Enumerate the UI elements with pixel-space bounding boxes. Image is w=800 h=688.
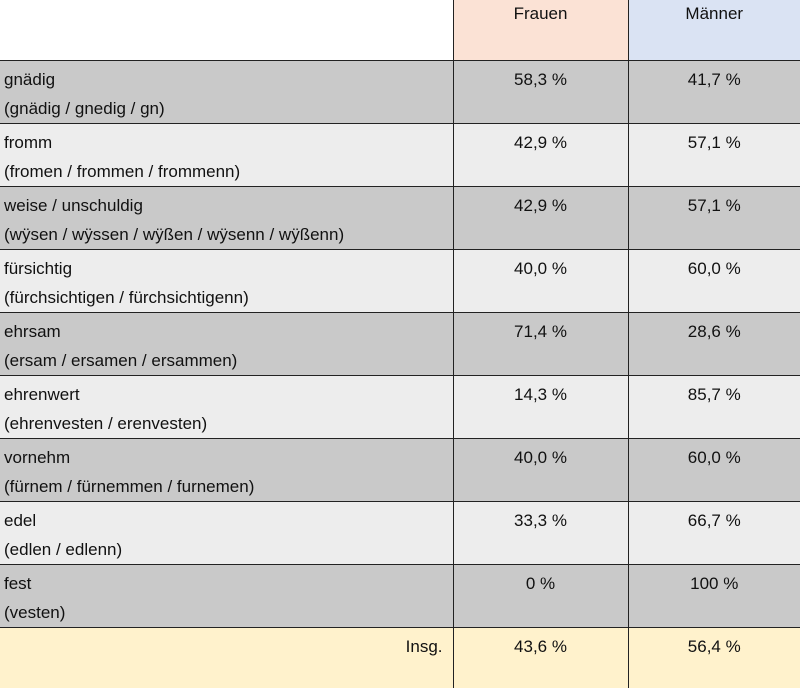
frauen-cell: 42,9 % — [453, 124, 628, 187]
maenner-cell: 85,7 % — [628, 376, 800, 439]
total-label: Insg. — [0, 628, 453, 688]
row: weise / unschuldig(wÿsen / wÿssen / wÿße… — [0, 187, 800, 250]
frauen-cell: 0 % — [453, 565, 628, 628]
term-cell: ehrenwert(ehrenvesten / erenvesten) — [0, 376, 453, 439]
variants: (wÿsen / wÿssen / wÿßen / wÿsenn / wÿßen… — [4, 220, 449, 249]
term: gnädig — [4, 65, 449, 94]
frauen-cell: 40,0 % — [453, 250, 628, 313]
maenner-cell: 60,0 % — [628, 250, 800, 313]
header-cell: Frauen — [453, 0, 628, 61]
term: fromm — [4, 128, 449, 157]
blank-cell — [0, 0, 453, 61]
row: ehrenwert(ehrenvesten / erenvesten)14,3 … — [0, 376, 800, 439]
variants: (fürchsichtigen / fürchsichtigenn) — [4, 283, 449, 312]
term-cell: edel(edlen / edlenn) — [0, 502, 453, 565]
variants: (edlen / edlenn) — [4, 535, 449, 564]
maenner-cell: 66,7 % — [628, 502, 800, 565]
frauen-cell: 42,9 % — [453, 187, 628, 250]
maenner-cell: 100 % — [628, 565, 800, 628]
frauen-total: 43,6 % — [453, 628, 628, 688]
row: vornehm(fürnem / fürnemmen / furnemen)40… — [0, 439, 800, 502]
maenner-cell: 57,1 % — [628, 187, 800, 250]
term: fürsichtig — [4, 254, 449, 283]
frauen-cell: 71,4 % — [453, 313, 628, 376]
variants: (fürnem / fürnemmen / furnemen) — [4, 472, 449, 501]
variants: (ersam / ersamen / ersammen) — [4, 346, 449, 375]
header-row: Frauen Männer — [0, 0, 800, 61]
page: {"table": { "header": {"frauen": "Frauen… — [0, 0, 800, 646]
row: gnädig(gnädig / gnedig / gn)58,3 %41,7 % — [0, 61, 800, 124]
total-row: Insg.43,6 %56,4 % — [0, 628, 800, 688]
term: weise / unschuldig — [4, 191, 449, 220]
term: fest — [4, 569, 449, 598]
term-cell: weise / unschuldig(wÿsen / wÿssen / wÿße… — [0, 187, 453, 250]
term-cell: fürsichtig(fürchsichtigen / fürchsichtig… — [0, 250, 453, 313]
maenner-cell: 60,0 % — [628, 439, 800, 502]
term: edel — [4, 506, 449, 535]
variants: (fromen / frommen / frommenn) — [4, 157, 449, 186]
maenner-cell: 57,1 % — [628, 124, 800, 187]
maenner-cell: 41,7 % — [628, 61, 800, 124]
row: ehrsam(ersam / ersamen / ersammen)71,4 %… — [0, 313, 800, 376]
variants: (gnädig / gnedig / gn) — [4, 94, 449, 123]
maenner-cell: 28,6 % — [628, 313, 800, 376]
term-cell: vornehm(fürnem / fürnemmen / furnemen) — [0, 439, 453, 502]
term: vornehm — [4, 443, 449, 472]
row: fürsichtig(fürchsichtigen / fürchsichtig… — [0, 250, 800, 313]
frauen-cell: 33,3 % — [453, 502, 628, 565]
variants: (ehrenvesten / erenvesten) — [4, 409, 449, 438]
row: edel(edlen / edlenn)33,3 %66,7 % — [0, 502, 800, 565]
term: ehrsam — [4, 317, 449, 346]
frauen-cell: 40,0 % — [453, 439, 628, 502]
term-cell: gnädig(gnädig / gnedig / gn) — [0, 61, 453, 124]
maenner-total: 56,4 % — [628, 628, 800, 688]
variants: (vesten) — [4, 598, 449, 627]
row: fest(vesten)0 %100 % — [0, 565, 800, 628]
header-cell: Männer — [628, 0, 800, 61]
term-cell: fromm(fromen / frommen / frommenn) — [0, 124, 453, 187]
frauen-cell: 58,3 % — [453, 61, 628, 124]
row: fromm(fromen / frommen / frommenn)42,9 %… — [0, 124, 800, 187]
frauen-cell: 14,3 % — [453, 376, 628, 439]
term: ehrenwert — [4, 380, 449, 409]
term-cell: ehrsam(ersam / ersamen / ersammen) — [0, 313, 453, 376]
term-cell: fest(vesten) — [0, 565, 453, 628]
